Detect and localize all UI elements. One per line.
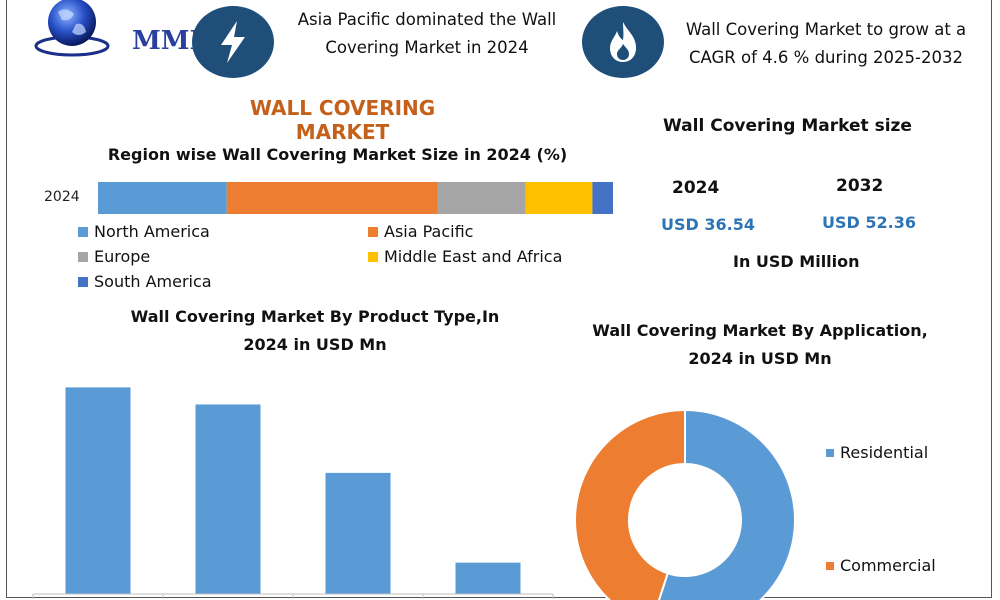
donut-slice-commercial [574, 408, 686, 600]
product-bar-3 [455, 562, 521, 594]
lightning-icon [192, 6, 274, 78]
market-size-year-2024: 2024 [672, 178, 720, 198]
region-bar-segment-1 [226, 182, 438, 214]
region-legend-item: Middle East and Africa [368, 247, 562, 266]
region-bar-segment-3 [525, 182, 593, 214]
globe-icon [34, 0, 110, 57]
donut-slice-residential [657, 408, 796, 600]
legend-swatch [826, 448, 834, 457]
market-size-title: Wall Covering Market size [663, 116, 912, 136]
region-bar-segment-2 [437, 182, 526, 214]
legend-swatch [78, 251, 88, 262]
legend-swatch [78, 276, 88, 287]
market-size-value-2024: USD 36.54 [661, 215, 755, 234]
region-chart-year-label: 2024 [44, 189, 80, 205]
application-legend-item: Residential [826, 443, 928, 462]
banner-right-text: Wall Covering Market to grow at a CAGR o… [685, 20, 967, 67]
region-legend-item: Europe [78, 247, 150, 266]
application-chart-title: Wall Covering Market By Application, 202… [592, 321, 928, 368]
legend-swatch [368, 226, 378, 237]
product-chart-title: Wall Covering Market By Product Type,In … [130, 307, 500, 354]
region-legend-item: Asia Pacific [368, 222, 473, 241]
legend-label: Europe [94, 247, 151, 266]
application-legend-item: Commercial [826, 556, 936, 575]
legend-swatch [78, 226, 88, 237]
legend-label: Commercial [840, 556, 936, 575]
banner-left-text: Asia Pacific dominated the Wall Covering… [297, 10, 557, 57]
mmr-logo: MMR [32, 0, 211, 62]
product-bar-0 [65, 387, 131, 594]
region-chart-title: Region wise Wall Covering Market Size in… [107, 145, 568, 164]
legend-swatch [368, 251, 378, 262]
market-size-value-2032: USD 52.36 [822, 213, 916, 232]
region-legend-item: South America [78, 272, 212, 291]
legend-swatch [826, 561, 834, 570]
product-bar-1 [195, 404, 261, 594]
market-size-year-2032: 2032 [836, 176, 884, 196]
region-bar-segment-0 [98, 182, 227, 214]
infographic-frame [6, 0, 992, 598]
legend-label: Middle East and Africa [384, 247, 563, 266]
main-title: WALL COVERING MARKET [249, 96, 436, 144]
market-size-unit: In USD Million [733, 252, 860, 271]
legend-label: South America [94, 272, 212, 291]
region-legend-item: North America [78, 222, 210, 241]
legend-label: North America [94, 222, 210, 241]
legend-label: Residential [840, 443, 929, 462]
product-bar-2 [325, 472, 391, 594]
flame-icon [582, 6, 664, 78]
legend-label: Asia Pacific [384, 222, 474, 241]
region-bar-segment-4 [592, 182, 613, 214]
